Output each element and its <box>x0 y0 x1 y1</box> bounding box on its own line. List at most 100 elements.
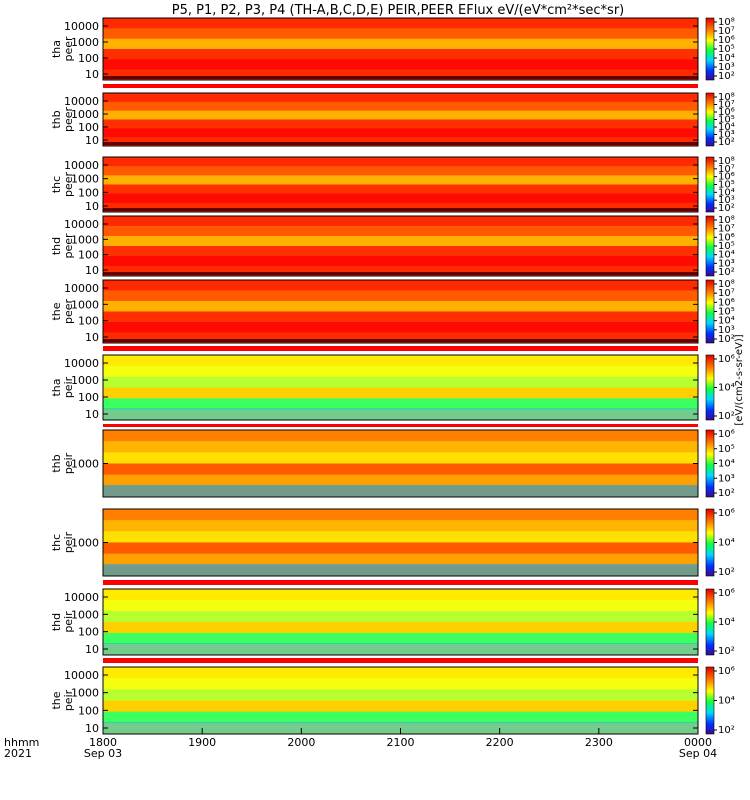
spectrogram-band <box>103 711 698 724</box>
spectrogram-band <box>103 216 698 227</box>
colorbar-tick-label: 10³ <box>718 473 735 484</box>
spectrogram-band <box>103 678 698 690</box>
x-tick-label: 2200 <box>486 736 514 749</box>
y-tick-label: 1000 <box>71 374 99 387</box>
spectrogram-band <box>103 101 698 112</box>
y-axis-label: thapeer <box>50 36 75 62</box>
x-date-label: Sep 04 <box>679 747 717 760</box>
colorbar <box>705 666 715 735</box>
spectrogram-band <box>103 398 698 410</box>
colorbar-tick-label: 10⁶ <box>718 508 735 519</box>
colorbar-tick-label: 10² <box>718 567 735 578</box>
colorbar-tick-label: 10⁸ <box>718 92 735 103</box>
colorbar <box>705 279 715 344</box>
colorbar-tick-label: 10⁷ <box>718 100 735 111</box>
panel-the-peir: 10 100 1000 10000 thepeir 10² 10⁴ 10⁶ <box>50 666 735 736</box>
y-tick-label: 1000 <box>71 608 99 621</box>
panel-frame <box>102 279 699 344</box>
y-axis-label: thapeir <box>50 376 75 398</box>
y-axis-label: thbpeir <box>50 452 75 474</box>
y-tick-label: 10000 <box>64 95 99 108</box>
status-strip <box>103 346 698 351</box>
colorbar-axis-label: [eV/(cm2-s-sr-eV)] <box>734 334 745 425</box>
y-tick-label: 100 <box>78 704 99 717</box>
y-axis-label: thcpeer <box>50 172 75 198</box>
y-tick-label: 10000 <box>64 20 99 33</box>
spectrogram-band <box>103 622 698 634</box>
spectrogram-band <box>103 365 698 378</box>
spectrogram-band <box>103 542 698 555</box>
y-tick-label: 100 <box>78 391 99 404</box>
colorbar-tick-label: 10⁶ <box>718 588 735 599</box>
y-tick-label: 10000 <box>64 357 99 370</box>
x-tick-label: 2000 <box>287 736 315 749</box>
y-tick-label: 10 <box>85 643 99 656</box>
colorbar-tick-label: 10⁴ <box>718 122 735 133</box>
colorbar <box>705 156 715 213</box>
colorbar-tick-label: 10² <box>718 725 735 736</box>
spectrogram-band <box>103 137 698 147</box>
colorbar-tick-label: 10⁴ <box>718 316 735 327</box>
spectrogram-band <box>103 441 698 453</box>
colorbar-tick-label: 10⁸ <box>718 156 735 167</box>
y-tick-label: 100 <box>78 249 99 262</box>
y-tick-label: 1000 <box>71 108 99 121</box>
spectrogram-band <box>103 93 698 103</box>
spectrogram-band <box>103 531 698 543</box>
spectrogram-band <box>103 387 698 399</box>
colorbar-tick-label: 10⁷ <box>718 26 735 37</box>
spectrogram-band <box>103 667 698 679</box>
x-axis-year: 2021 <box>4 747 32 760</box>
y-tick-label: 100 <box>78 121 99 134</box>
x-axis-label: hhmm <box>4 736 39 749</box>
y-tick-label: 10000 <box>64 282 99 295</box>
spectrogram-band <box>103 452 698 464</box>
spectrogram-band <box>103 266 698 277</box>
spectrogram-band <box>103 553 698 566</box>
y-axis-label: thepeir <box>50 689 75 711</box>
y-tick-label: 1000 <box>71 687 99 700</box>
low-energy-band <box>103 563 698 576</box>
colorbar-tick-label: 10² <box>718 267 735 278</box>
colorbar-tick-label: 10³ <box>718 325 735 336</box>
spectrogram-band <box>103 38 698 50</box>
colorbar-tick-label: 10⁶ <box>718 429 735 440</box>
y-tick-label: 10000 <box>64 159 99 172</box>
colorbar <box>705 17 715 81</box>
y-tick-label: 1000 <box>71 537 99 550</box>
status-strip <box>103 658 698 663</box>
panel-the-peer: 10 100 1000 10000 thepeer 10²10³10⁴10⁵10⁶10⁷1… <box>50 279 735 345</box>
colorbar <box>705 92 715 147</box>
y-tick-label: 1000 <box>71 36 99 49</box>
spectrogram-band <box>103 311 698 323</box>
spectrogram-band <box>103 376 698 388</box>
panel-thd-peer: 10 100 1000 10000 thdpeer 10²10³10⁴10⁵10⁶10⁷1… <box>50 215 735 278</box>
colorbar-label-group: [eV/(cm2-s-sr-eV)] <box>734 334 745 425</box>
spectrogram-band <box>103 175 698 185</box>
colorbar-tick-label: 10⁷ <box>718 288 735 299</box>
x-tick-label: 0000 <box>684 736 712 749</box>
y-tick-label: 10000 <box>64 218 99 231</box>
y-axis-label: thdpeer <box>50 233 75 259</box>
y-tick-label: 10 <box>85 200 99 213</box>
colorbar-tick-label: 10² <box>718 411 735 422</box>
colorbar-tick-label: 10⁶ <box>718 172 735 183</box>
y-tick-label: 10000 <box>64 669 99 682</box>
colorbar-tick-label: 10⁷ <box>718 164 735 175</box>
low-energy-band <box>103 76 698 79</box>
spectrogram-band <box>103 611 698 623</box>
colorbar-tick-label: 10⁶ <box>718 297 735 308</box>
spectrogram-band <box>103 69 698 81</box>
colorbar-tick-label: 10⁶ <box>718 354 735 365</box>
spectrogram-band <box>103 600 698 612</box>
colorbar-tick-label: 10³ <box>718 130 735 141</box>
y-tick-label: 1000 <box>71 298 99 311</box>
colorbar <box>705 354 715 421</box>
colorbar-tick-label: 10⁵ <box>718 180 735 191</box>
spectrogram-band <box>103 59 698 71</box>
x-tick-label: 2300 <box>585 736 613 749</box>
